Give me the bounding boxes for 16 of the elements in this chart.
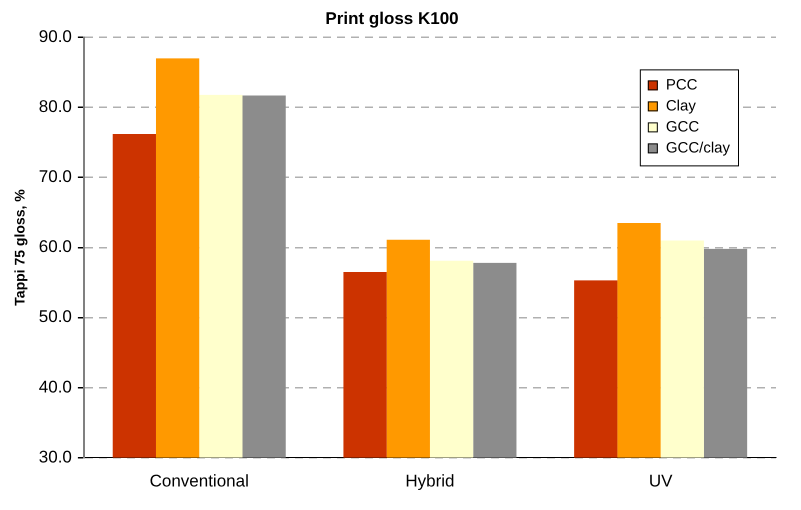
y-tick-label: 50.0 xyxy=(38,307,72,326)
y-tick-label: 70.0 xyxy=(38,167,72,186)
legend-label: GCC xyxy=(666,118,700,136)
x-tick-label: Hybrid xyxy=(405,471,455,490)
y-tick-label: 60.0 xyxy=(38,237,72,256)
legend-label: PCC xyxy=(666,76,698,94)
legend-label: Clay xyxy=(666,98,696,115)
y-axis-title: Tappi 75 gloss, % xyxy=(11,188,28,306)
y-tick-label: 30.0 xyxy=(38,447,72,466)
y-tick-label: 80.0 xyxy=(38,97,72,116)
legend-label: GCC/clay xyxy=(666,140,730,157)
x-tick-label: Conventional xyxy=(150,471,249,490)
chart-title: Print gloss K100 xyxy=(325,8,459,28)
y-tick-label: 90.0 xyxy=(38,27,72,46)
x-tick-label: UV xyxy=(648,471,674,490)
y-tick-label: 40.0 xyxy=(38,377,72,396)
